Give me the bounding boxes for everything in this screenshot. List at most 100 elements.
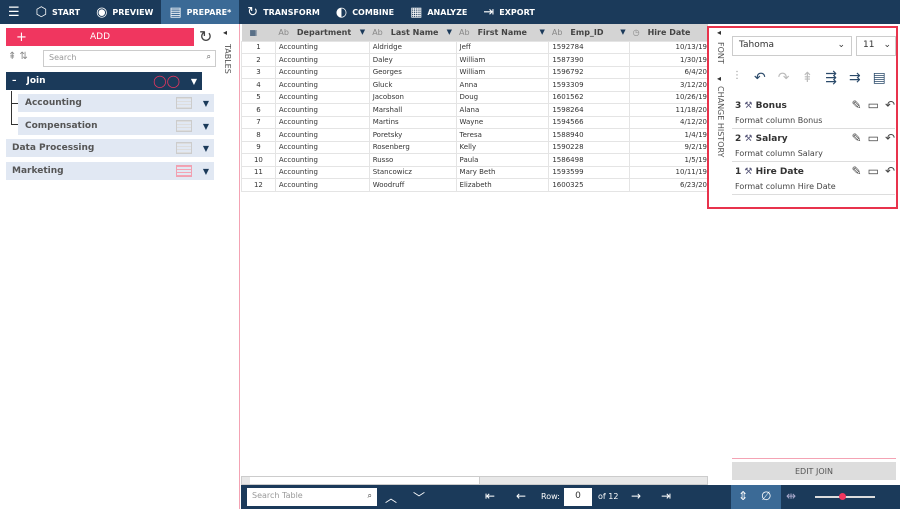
collapse-panel-icon[interactable]: ◂ <box>717 74 722 83</box>
table-row[interactable]: 7 Accounting Martins Wayne 1594566 4/12/20 <box>241 115 708 129</box>
table-row[interactable]: 11 Accounting Stancowicz Mary Beth 1593599 10… <box>241 165 708 179</box>
add-button[interactable]: + ADD <box>6 28 194 46</box>
tab-change-history[interactable]: CHANGE HISTORY <box>716 86 725 158</box>
table-row[interactable]: 9 Accounting Rosenberg Kelly 1590228 9/2/19 <box>241 140 708 154</box>
table-cell[interactable]: William <box>455 65 550 79</box>
chevron-down-icon[interactable]: ▼ <box>202 121 209 131</box>
nav-combine[interactable]: ◐ COMBINE <box>335 4 395 20</box>
table-cell[interactable]: 6/23/20 <box>629 178 708 192</box>
edit-icon[interactable]: ✎ <box>851 98 862 112</box>
revert-icon[interactable]: ↶ <box>884 98 895 112</box>
table-cell[interactable]: 1586498 <box>548 153 631 167</box>
table-cell[interactable]: 1593599 <box>548 165 631 179</box>
previous-match-icon[interactable]: ︿ <box>385 491 398 505</box>
sort-icon[interactable]: ⇞ ⇅ <box>8 51 28 62</box>
table-cell[interactable]: Jacobson <box>368 90 457 104</box>
table-cell[interactable]: Wayne <box>455 115 550 129</box>
table-row[interactable]: 8 Accounting Poretsky Teresa 1588940 1/4/19 <box>241 128 708 142</box>
table-cell[interactable]: 1590228 <box>548 140 631 154</box>
table-cell[interactable]: 1/30/19 <box>629 53 708 67</box>
table-cell[interactable]: Accounting <box>274 103 370 117</box>
collapse-panel-icon[interactable]: ◂ <box>717 28 722 37</box>
table-cell[interactable]: 1/5/19 <box>629 153 708 167</box>
table-cell[interactable]: Accounting <box>274 178 370 192</box>
chevron-down-icon[interactable]: ▼ <box>202 143 209 153</box>
table-cell[interactable]: 9/2/19 <box>629 140 708 154</box>
collapse-panel-icon[interactable]: ◂ <box>223 28 228 37</box>
table-cell[interactable]: Accounting <box>274 153 370 167</box>
column-header[interactable]: ◷ Hire Date <box>629 24 708 41</box>
table-cell[interactable]: Mary Beth <box>455 165 550 179</box>
chevron-down-icon[interactable]: ▼ <box>620 27 626 36</box>
chevron-down-icon[interactable]: ▼ <box>359 27 366 36</box>
table-row[interactable]: 3 Accounting Georges William 1596792 6/4/20 <box>241 65 708 79</box>
nav-transform[interactable]: ↻ TRANSFORM <box>247 4 320 20</box>
table-cell[interactable]: Aldridge <box>368 40 457 54</box>
table-cell[interactable]: Accounting <box>274 128 370 142</box>
table-cell[interactable]: 1592784 <box>548 40 631 54</box>
table-cell[interactable]: Marshall <box>368 103 457 117</box>
table-cell[interactable]: 1600325 <box>548 178 631 192</box>
table-cell[interactable]: Stancowicz <box>368 165 457 179</box>
table-cell[interactable]: 4/12/20 <box>629 115 708 129</box>
chevron-down-icon[interactable]: ▼ <box>190 76 197 86</box>
tree-item-join[interactable]: – Join ◯◯ ▼ <box>6 72 202 90</box>
chevron-down-icon[interactable]: ▼ <box>539 27 545 36</box>
table-cell[interactable]: 11/18/20 <box>629 103 708 117</box>
search-input[interactable]: Search ⌕ <box>43 50 216 67</box>
column-header[interactable]: Ab Emp_ID ▼ <box>548 24 630 41</box>
table-cell[interactable]: 1588940 <box>548 128 631 142</box>
table-cell[interactable]: Accounting <box>274 53 370 67</box>
tables-tab[interactable]: ◂ TABLES <box>218 24 240 509</box>
scrollbar-thumb[interactable] <box>250 477 480 484</box>
revert-icon[interactable]: ↶ <box>884 164 895 178</box>
table-row[interactable]: 6 Accounting Marshall Alana 1598264 11/18/20 <box>241 103 708 117</box>
chevron-down-icon[interactable]: ▼ <box>446 27 453 36</box>
apply-steps-icon[interactable]: ⇶ <box>825 70 837 86</box>
undo-icon[interactable]: ↶ <box>754 70 766 86</box>
table-cell[interactable]: William <box>455 53 550 67</box>
table-cell[interactable]: Jeff <box>455 40 550 54</box>
tab-font[interactable]: FONT <box>716 42 725 64</box>
font-family-select[interactable]: Tahoma ⌄ <box>732 36 852 56</box>
table-cell[interactable]: Paula <box>455 153 550 167</box>
table-cell[interactable]: 1598264 <box>548 103 631 117</box>
collapse-icon[interactable]: – <box>12 76 17 86</box>
table-cell[interactable]: 3/12/20 <box>629 78 708 92</box>
slider-thumb[interactable] <box>839 493 846 500</box>
table-cell[interactable]: 1594566 <box>548 115 631 129</box>
table-cell[interactable]: Accounting <box>274 65 370 79</box>
table-cell[interactable]: Daley <box>368 53 457 67</box>
table-cell[interactable]: 10/13/19 <box>629 40 708 54</box>
table-cell[interactable]: Kelly <box>455 140 550 154</box>
drag-handle-icon[interactable]: ⋮ <box>732 70 742 81</box>
previous-row-icon[interactable]: ← <box>516 489 527 503</box>
tree-item-compensation[interactable]: Compensation ▼ <box>18 117 214 135</box>
next-row-icon[interactable]: → <box>631 489 642 503</box>
table-cell[interactable]: Accounting <box>274 115 370 129</box>
table-row[interactable]: 4 Accounting Gluck Anna 1593309 3/12/20 <box>241 78 708 92</box>
tree-item-marketing[interactable]: Marketing ▼ <box>6 162 214 180</box>
table-cell[interactable]: Accounting <box>274 140 370 154</box>
horizontal-scrollbar[interactable] <box>241 476 708 485</box>
nav-prepare[interactable]: ▤ PREPARE* <box>161 0 240 24</box>
history-item[interactable]: 1 ⚒ Hire Date Format column Hire Date ✎ ▭ ↶ <box>732 162 895 195</box>
table-row[interactable]: 2 Accounting Daley William 1587390 1/30/19 <box>241 53 708 67</box>
table-cell[interactable]: Anna <box>455 78 550 92</box>
tree-item-data-processing[interactable]: Data Processing ▼ <box>6 139 214 157</box>
chevron-down-icon[interactable]: ▼ <box>202 166 209 176</box>
column-width-icon[interactable]: ⇹ <box>786 489 797 503</box>
table-cell[interactable]: Accounting <box>274 78 370 92</box>
menu-button[interactable]: ☰ <box>0 0 28 24</box>
column-header[interactable]: Ab Department ▼ <box>275 24 370 41</box>
table-cell[interactable]: 1/4/19 <box>629 128 708 142</box>
history-item[interactable]: 2 ⚒ Salary Format column Salary ✎ ▭ ↶ <box>732 129 895 162</box>
comment-icon[interactable]: ▭ <box>867 98 879 112</box>
table-cell[interactable]: 10/26/19 <box>629 90 708 104</box>
table-cell[interactable]: Accounting <box>274 90 370 104</box>
move-up-icon[interactable]: ⇞ <box>801 70 814 86</box>
column-header[interactable]: Ab First Name ▼ <box>456 24 549 41</box>
table-cell[interactable]: Elizabeth <box>455 178 550 192</box>
first-row-icon[interactable]: ⇤ <box>485 489 496 503</box>
table-cell[interactable]: Martins <box>368 115 457 129</box>
